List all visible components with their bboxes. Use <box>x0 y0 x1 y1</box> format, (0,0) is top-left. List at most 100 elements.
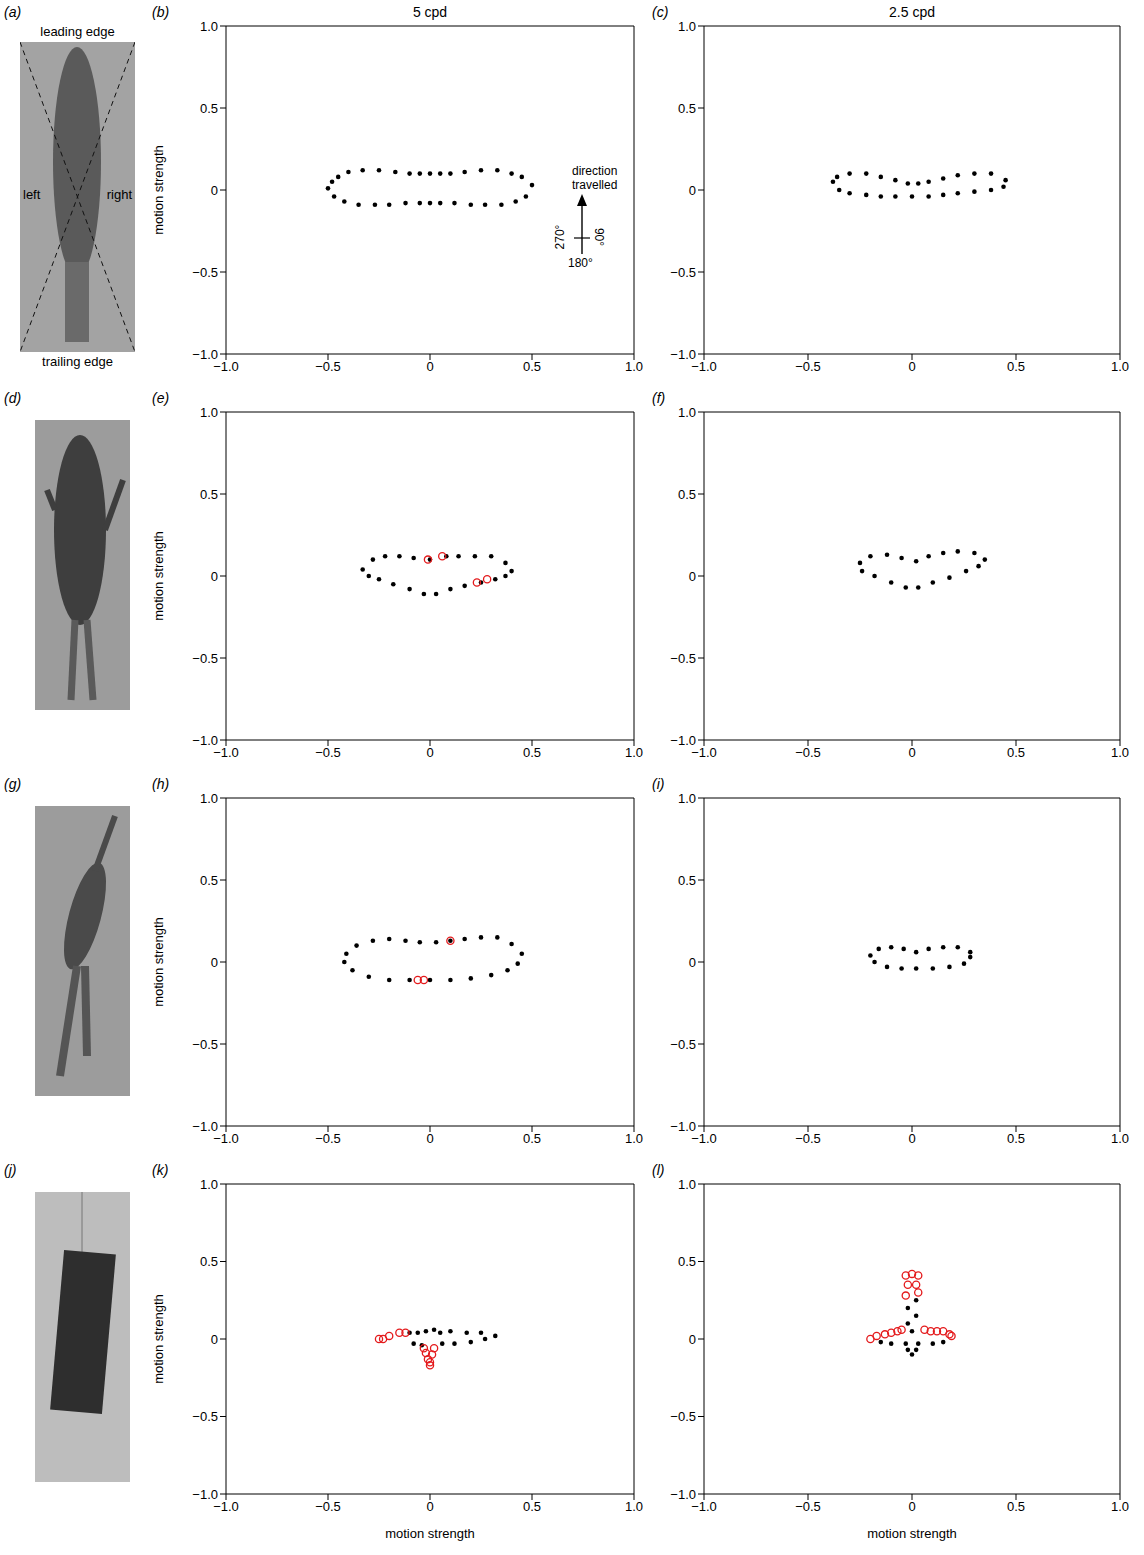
svg-text:−1.0: −1.0 <box>192 347 218 362</box>
svg-text:−0.5: −0.5 <box>192 265 218 280</box>
svg-text:0.5: 0.5 <box>1007 1499 1025 1514</box>
svg-text:0.5: 0.5 <box>200 487 218 502</box>
svg-text:0: 0 <box>908 1499 915 1514</box>
svg-text:−0.5: −0.5 <box>315 1131 341 1146</box>
svg-text:1.0: 1.0 <box>678 19 696 34</box>
svg-text:0.5: 0.5 <box>523 359 541 374</box>
svg-text:0: 0 <box>426 359 433 374</box>
svg-text:−1.0: −1.0 <box>213 359 239 375</box>
svg-text:−0.5: −0.5 <box>670 651 696 666</box>
svg-text:motion strength: motion strength <box>151 145 166 235</box>
svg-text:1.0: 1.0 <box>1111 745 1129 760</box>
svg-text:−0.5: −0.5 <box>670 1037 696 1052</box>
svg-text:−0.5: −0.5 <box>795 359 821 374</box>
svg-text:0: 0 <box>211 1332 218 1347</box>
html-text:(h): (h) <box>152 776 170 792</box>
svg-text:0.5: 0.5 <box>678 487 696 502</box>
svg-text:−0.5: −0.5 <box>670 265 696 280</box>
svg-text:−1.0: −1.0 <box>691 1499 717 1515</box>
svg-text:0.5: 0.5 <box>678 873 696 888</box>
svg-text:1.0: 1.0 <box>625 745 643 760</box>
svg-text:1.0: 1.0 <box>678 791 696 806</box>
svg-text:0.5: 0.5 <box>678 1254 696 1269</box>
svg-text:−1.0: −1.0 <box>691 359 717 375</box>
svg-text:0.5: 0.5 <box>678 101 696 116</box>
svg-text:−1.0: −1.0 <box>192 1487 218 1502</box>
svg-text:0.5: 0.5 <box>523 1131 541 1146</box>
svg-text:0: 0 <box>689 183 696 198</box>
svg-text:−1.0: −1.0 <box>670 347 696 362</box>
svg-text:0: 0 <box>211 955 218 970</box>
svg-text:1.0: 1.0 <box>678 1177 696 1192</box>
html-text:(d): (d) <box>4 390 22 406</box>
svg-text:1.0: 1.0 <box>200 19 218 34</box>
html-text:(e): (e) <box>152 390 170 406</box>
svg-text:1.0: 1.0 <box>1111 359 1129 374</box>
html-text:(a): (a) <box>4 4 22 20</box>
svg-text:−1.0: −1.0 <box>691 745 717 761</box>
svg-text:0: 0 <box>908 745 915 760</box>
svg-text:0: 0 <box>908 359 915 374</box>
svg-text:0: 0 <box>689 955 696 970</box>
svg-text:0.5: 0.5 <box>200 101 218 116</box>
html-text:(g): (g) <box>4 776 22 792</box>
svg-text:−1.0: −1.0 <box>192 1119 218 1134</box>
svg-text:−0.5: −0.5 <box>192 651 218 666</box>
svg-text:−0.5: −0.5 <box>192 1037 218 1052</box>
svg-text:motion strength: motion strength <box>867 1526 957 1541</box>
svg-text:1.0: 1.0 <box>678 405 696 420</box>
svg-text:1.0: 1.0 <box>625 1499 643 1514</box>
svg-text:−0.5: −0.5 <box>795 745 821 760</box>
svg-text:1.0: 1.0 <box>625 1131 643 1146</box>
svg-text:−0.5: −0.5 <box>795 1131 821 1146</box>
svg-text:−1.0: −1.0 <box>213 745 239 761</box>
svg-text:−1.0: −1.0 <box>691 1131 717 1147</box>
svg-text:−0.5: −0.5 <box>670 1409 696 1424</box>
svg-text:motion strength: motion strength <box>151 1294 166 1384</box>
svg-text:−0.5: −0.5 <box>795 1499 821 1514</box>
html-text:direction travelled: direction travelled <box>572 164 618 192</box>
svg-text:motion strength: motion strength <box>151 917 166 1007</box>
svg-text:−1.0: −1.0 <box>670 733 696 748</box>
html-text:right: right <box>106 187 132 202</box>
svg-text:0: 0 <box>211 569 218 584</box>
svg-text:−0.5: −0.5 <box>315 745 341 760</box>
html-text:(b): (b) <box>152 4 170 20</box>
svg-text:0.5: 0.5 <box>1007 359 1025 374</box>
svg-text:0.5: 0.5 <box>523 1499 541 1514</box>
svg-text:0.5: 0.5 <box>200 873 218 888</box>
svg-text:−1.0: −1.0 <box>670 1119 696 1134</box>
svg-text:1.0: 1.0 <box>1111 1499 1129 1514</box>
svg-text:0: 0 <box>689 569 696 584</box>
svg-text:−0.5: −0.5 <box>315 359 341 374</box>
svg-text:0: 0 <box>426 1131 433 1146</box>
html-text:leading edge: leading edge <box>40 24 115 39</box>
html-text:left: left <box>23 187 41 202</box>
html-text:5 cpd: 5 cpd <box>412 4 448 20</box>
svg-text:0: 0 <box>211 183 218 198</box>
svg-text:0.5: 0.5 <box>200 1254 218 1269</box>
svg-text:motion strength: motion strength <box>151 531 166 621</box>
svg-text:−1.0: −1.0 <box>192 733 218 748</box>
svg-text:0: 0 <box>908 1131 915 1146</box>
svg-text:1.0: 1.0 <box>1111 1131 1129 1146</box>
svg-text:−1.0: −1.0 <box>213 1499 239 1515</box>
svg-text:motion strength: motion strength <box>385 1526 475 1541</box>
svg-text:−0.5: −0.5 <box>315 1499 341 1514</box>
svg-text:1.0: 1.0 <box>200 791 218 806</box>
svg-text:0: 0 <box>689 1332 696 1347</box>
svg-text:0.5: 0.5 <box>1007 745 1025 760</box>
svg-text:−0.5: −0.5 <box>192 1409 218 1424</box>
html-text:(c): (c) <box>652 4 669 20</box>
html-text:(k): (k) <box>152 1162 169 1178</box>
svg-text:−1.0: −1.0 <box>213 1131 239 1147</box>
svg-text:0.5: 0.5 <box>523 745 541 760</box>
svg-text:1.0: 1.0 <box>200 1177 218 1192</box>
svg-text:1.0: 1.0 <box>625 359 643 374</box>
svg-text:0: 0 <box>426 745 433 760</box>
svg-text:0.5: 0.5 <box>1007 1131 1025 1146</box>
svg-text:1.0: 1.0 <box>200 405 218 420</box>
html-text:2.5 cpd: 2.5 cpd <box>889 4 935 20</box>
svg-text:−1.0: −1.0 <box>670 1487 696 1502</box>
svg-text:0: 0 <box>426 1499 433 1514</box>
